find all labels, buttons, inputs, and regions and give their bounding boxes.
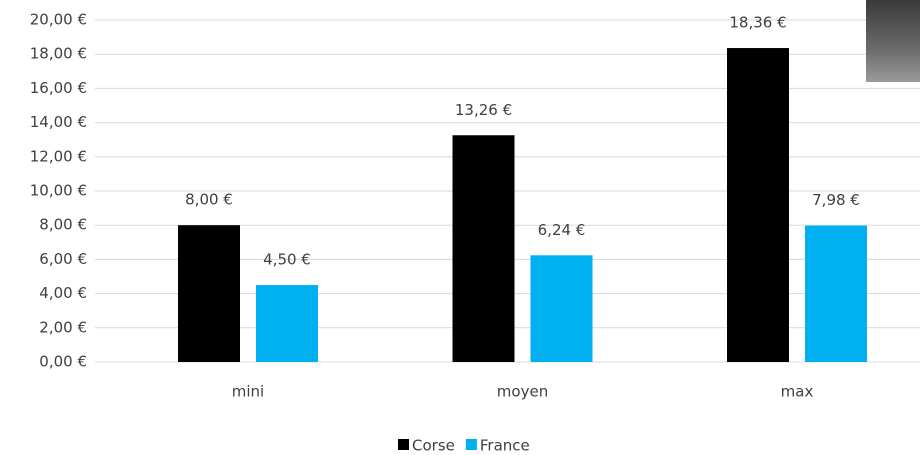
bar [256, 285, 318, 362]
x-tick-label: mini [232, 383, 264, 401]
y-tick-label: 12,00 € [30, 147, 87, 165]
photo-thumbnail [866, 0, 920, 82]
y-tick-label: 16,00 € [30, 79, 87, 97]
bar [727, 48, 789, 362]
legend-label: France [480, 437, 530, 455]
legend-label: Corse [412, 437, 455, 455]
legend-swatch [466, 439, 477, 450]
data-label: 18,36 € [729, 14, 786, 32]
y-tick-label: 4,00 € [39, 284, 87, 302]
y-tick-label: 6,00 € [39, 250, 87, 268]
data-label: 8,00 € [185, 191, 233, 209]
bar [178, 225, 240, 362]
y-tick-label: 2,00 € [39, 318, 87, 336]
bar [453, 135, 515, 362]
y-tick-label: 0,00 € [39, 353, 87, 371]
data-label: 6,24 € [538, 221, 586, 239]
y-tick-label: 20,00 € [30, 11, 87, 29]
x-tick-label: max [781, 383, 814, 401]
legend-swatch [398, 439, 409, 450]
data-label: 7,98 € [812, 191, 860, 209]
bar [805, 226, 867, 362]
bar [531, 255, 593, 362]
x-tick-label: moyen [497, 383, 548, 401]
y-tick-label: 18,00 € [30, 45, 87, 63]
y-tick-label: 14,00 € [30, 113, 87, 131]
chart: 0,00 € 2,00 € 4,00 € 6,00 € 8,00 € 10,00 € 12,… [0, 0, 920, 455]
y-tick-label: 10,00 € [30, 182, 87, 200]
y-tick-label: 8,00 € [39, 216, 87, 234]
data-label: 13,26 € [455, 101, 512, 119]
data-label: 4,50 € [263, 251, 311, 269]
